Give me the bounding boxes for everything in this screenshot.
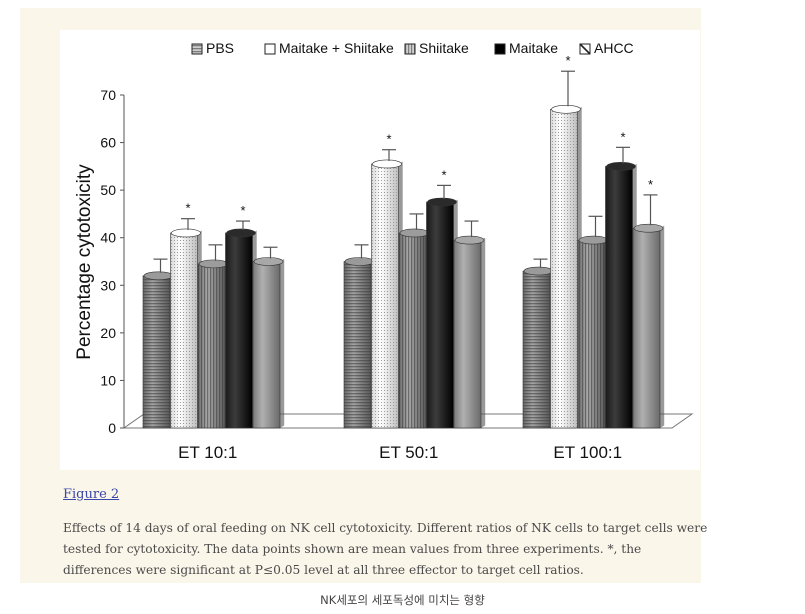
bar-top [399,228,430,238]
figure-2-link[interactable]: Figure 2 [63,487,120,502]
bar-front [605,166,633,429]
significance-star: * [441,167,446,182]
bar-maitake-shiitake-et-50-1: * [371,132,403,429]
y-tick-label-20: 20 [100,325,116,341]
legend-label: AHCC [594,40,634,56]
y-axis-label: Percentage cytotoxicity [74,164,95,360]
legend-item-maitake-shiitake: Maitake + Shiitake [264,40,394,56]
bar-top [606,162,636,171]
category-label-et-100-1: ET 100:1 [553,443,622,462]
bar-pbs-et-10-1 [142,258,175,429]
bar-top [633,223,664,233]
bar-side [660,225,665,428]
bar-top [551,104,581,114]
legend-item-shiitake: Shiitake [404,40,469,56]
bar-maitake-shiitake-et-100-1: * [550,53,582,429]
bar-top [427,197,457,207]
y-tick-label-70: 70 [100,87,116,103]
bar-maitake-et-50-1: * [426,167,458,429]
y-axis: 0 10 20 30 40 50 60 70 [100,87,125,436]
bar-texture [399,232,426,428]
bar-shiitake-et-50-1 [398,213,431,429]
bar-top [523,266,554,276]
bar-texture [198,263,225,428]
chart-area: PBS Maitake + Shiitake Shiitake Maitake AHCC… [60,30,700,470]
y-tick-label-40: 40 [100,230,116,246]
bar-texture [344,261,371,428]
bar-top [578,235,609,245]
chart-legend: PBS Maitake + Shiitake Shiitake Maitake AHCC [191,40,634,56]
y-tick-label-30: 30 [100,277,116,293]
significance-star: * [620,129,625,144]
bar-texture [143,275,170,428]
bar-ahcc-et-10-1 [252,246,285,429]
bar-texture [550,109,578,429]
y-tick-label-60: 60 [100,135,116,151]
bar-shiitake-et-100-1 [577,215,610,429]
bar-front [426,201,454,429]
bar-shiitake-et-10-1 [197,244,230,429]
legend-item-pbs: PBS [191,40,234,56]
legend-label: Maitake [509,40,558,56]
legend-swatch-texture [405,44,415,54]
bar-chart: PBS Maitake + Shiitake Shiitake Maitake AHCC… [74,40,694,462]
bar-top [372,159,402,169]
bars: * * * * * * * [142,53,665,429]
bar-pbs-et-50-1 [343,244,376,429]
figure-panel: PBS Maitake + Shiitake Shiitake Maitake AHCC… [20,8,707,583]
bar-top [198,259,229,269]
bar-ahcc-et-50-1 [453,220,486,429]
legend-item-ahcc: AHCC [579,40,634,56]
figure-caption: Effects of 14 days of oral feeding on NK… [63,521,708,577]
legend-swatch [494,43,506,55]
significance-star: * [386,132,391,147]
bar-maitake-et-100-1: * [605,129,637,429]
legend-swatch-hatch [579,43,591,55]
legend-label: PBS [206,40,234,56]
bar-top [226,228,256,238]
significance-star: * [565,53,570,68]
bar-top [454,235,485,245]
y-tick-label-0: 0 [108,420,116,436]
bar-top [171,228,201,238]
legend-label: Shiitake [419,40,469,56]
bar-top [143,271,174,281]
bar-ahcc-et-100-1: * [632,177,665,429]
bar-top [253,257,284,266]
bar-top [344,257,375,266]
bar-texture [523,271,550,428]
bar-pbs-et-100-1 [522,258,555,429]
bar-side [481,237,486,428]
korean-caption: NK세포의 세포독성에 미치는 형향 [320,593,485,607]
significance-star: * [648,177,653,192]
bar-side [280,259,285,428]
y-tick-label-10: 10 [100,372,116,388]
significance-star: * [185,201,190,216]
bar-maitake-et-10-1: * [225,203,257,429]
category-label-et-50-1: ET 50:1 [379,443,438,462]
bar-front [225,232,253,429]
x-axis: ET 10:1 ET 50:1 ET 100:1 [178,443,622,462]
bar-texture [371,163,399,428]
legend-swatch [264,43,276,55]
bar-maitake-shiitake-et-10-1: * [170,201,202,429]
category-label-et-10-1: ET 10:1 [178,443,237,462]
y-tick-label-50: 50 [100,182,116,198]
legend-item-maitake: Maitake [494,40,558,56]
bar-front [453,239,482,429]
legend-label: Maitake + Shiitake [279,40,394,56]
bar-texture [170,232,198,428]
bar-front [632,227,661,429]
bar-front [252,261,281,429]
legend-swatch-texture [192,44,202,54]
significance-star: * [240,203,245,218]
bar-texture [578,240,605,428]
